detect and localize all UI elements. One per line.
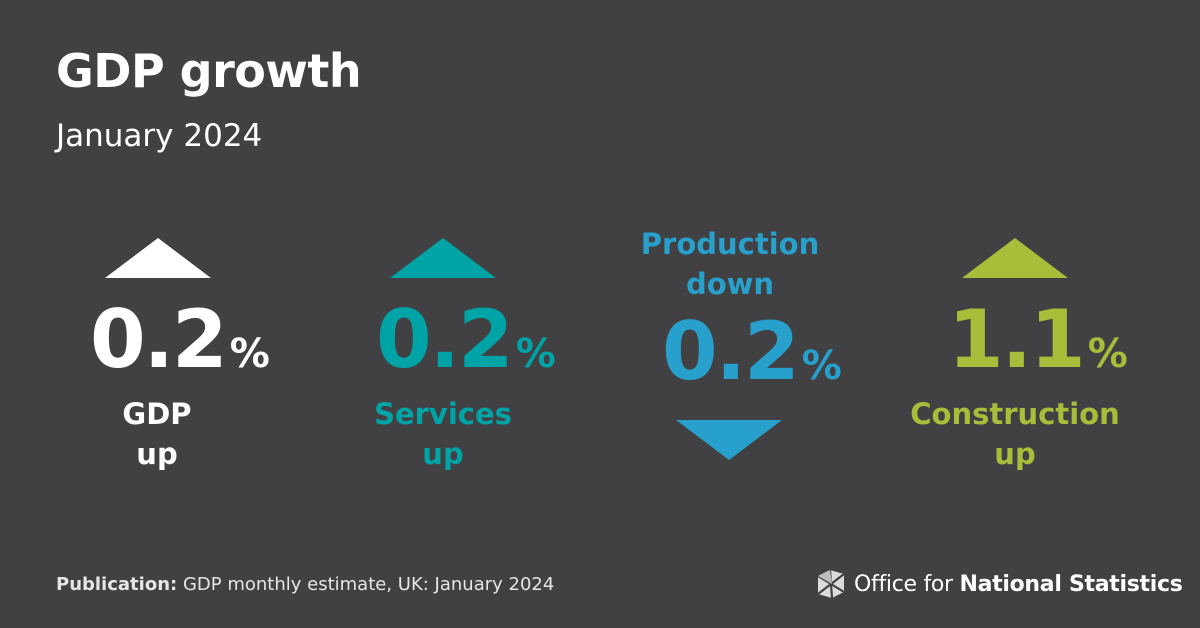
gdp-label: GDP up — [107, 394, 207, 474]
gdp-name: GDP — [122, 397, 192, 431]
production-name: Production — [640, 227, 820, 261]
services-unit: % — [515, 331, 556, 377]
production-label: Production down — [620, 224, 840, 304]
construction-number: 1.1 — [948, 293, 1086, 386]
gdp-value: 0.2% — [90, 300, 270, 380]
ons-logo: Office for National Statistics — [816, 568, 1183, 600]
arrow-up-icon — [962, 238, 1068, 278]
services-direction: up — [422, 437, 464, 471]
services-name: Services — [374, 397, 512, 431]
construction-value: 1.1% — [948, 300, 1128, 380]
ons-logo-prefix: Office for — [854, 571, 953, 597]
gdp-unit: % — [229, 331, 270, 377]
construction-unit: % — [1087, 331, 1128, 377]
publication-footer: Publication: GDP monthly estimate, UK: J… — [56, 574, 554, 595]
construction-name: Construction — [910, 397, 1120, 431]
publication-text: GDP monthly estimate, UK: January 2024 — [182, 574, 555, 595]
services-number: 0.2 — [376, 293, 514, 386]
page-title: GDP growth — [56, 44, 362, 98]
ons-logo-name: National Statistics — [959, 571, 1183, 597]
production-direction: down — [685, 267, 775, 301]
production-unit: % — [801, 343, 842, 389]
publication-label: Publication: — [56, 574, 178, 595]
production-number: 0.2 — [662, 305, 800, 398]
ons-logo-text: Office for National Statistics — [854, 572, 1183, 597]
services-value: 0.2% — [376, 300, 556, 380]
arrow-down-icon — [676, 420, 782, 460]
arrow-up-icon — [105, 238, 211, 278]
services-label: Services up — [363, 394, 523, 474]
gdp-direction: up — [136, 437, 178, 471]
gdp-number: 0.2 — [90, 293, 228, 386]
construction-direction: up — [994, 437, 1036, 471]
arrow-up-icon — [390, 238, 496, 278]
construction-label: Construction up — [895, 394, 1135, 474]
production-value: 0.2% — [662, 312, 842, 392]
ons-logo-icon — [817, 569, 845, 599]
page-subtitle: January 2024 — [56, 118, 263, 154]
